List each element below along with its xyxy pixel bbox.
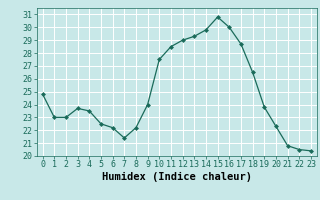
X-axis label: Humidex (Indice chaleur): Humidex (Indice chaleur) xyxy=(102,172,252,182)
